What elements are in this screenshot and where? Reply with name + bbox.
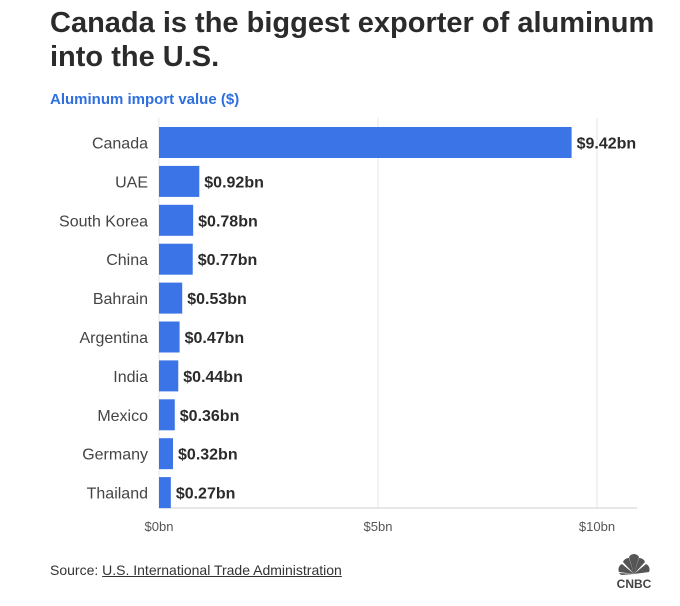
value-label: $0.78bn [198,213,258,230]
bar [159,243,193,275]
chart-title: Canada is the biggest exporter of alumin… [50,7,655,73]
logo-text: CNBC [617,577,652,591]
category-label: South Korea [59,213,148,230]
x-axis-ticks: $0bn $5bn $10bn [145,519,616,534]
bar [159,438,174,470]
category-label: UAE [115,174,148,191]
category-labels: Canada UAE South Korea China Bahrain Argentin… [59,136,148,503]
bar [159,204,194,236]
value-label: $0.27bn [176,486,236,503]
value-label: $0.53bn [187,291,247,308]
source-label: Source: [50,562,99,578]
x-tick-label: $5bn [364,519,393,534]
bar [159,399,175,431]
bar [159,282,183,314]
x-tick-label: $0bn [145,519,174,534]
source-link[interactable]: U.S. International Trade Administration [102,562,342,578]
category-label: Argentina [80,330,149,347]
value-labels: $9.42bn $0.92bn $0.78bn $0.77bn $0.53bn $0.47… [176,136,636,503]
x-tick-label: $10bn [579,519,615,534]
category-label: India [113,369,148,386]
value-label: $0.77bn [198,252,258,269]
bar-chart: $9.42bn $0.92bn $0.78bn $0.77bn $0.53bn $0.47… [59,118,637,534]
chart-subtitle: Aluminum import value ($) [50,91,240,108]
bar [159,165,200,197]
cnbc-logo: CNBC [617,554,652,591]
value-label: $0.92bn [204,174,264,191]
source-note: Source: U.S. International Trade Adminis… [50,562,342,578]
bar [159,321,180,353]
category-label: Bahrain [93,291,148,308]
bars [159,127,572,509]
category-label: China [106,252,148,269]
bar [159,477,171,509]
value-label: $0.47bn [185,330,245,347]
value-label: $0.44bn [183,369,243,386]
bar [159,360,179,392]
category-label: Thailand [87,486,148,503]
value-label: $0.32bn [178,447,238,464]
value-label: $9.42bn [577,136,637,153]
category-label: Canada [92,136,148,153]
category-label: Germany [82,447,148,464]
value-label: $0.36bn [180,408,240,425]
bar [159,127,572,158]
category-label: Mexico [97,408,148,425]
